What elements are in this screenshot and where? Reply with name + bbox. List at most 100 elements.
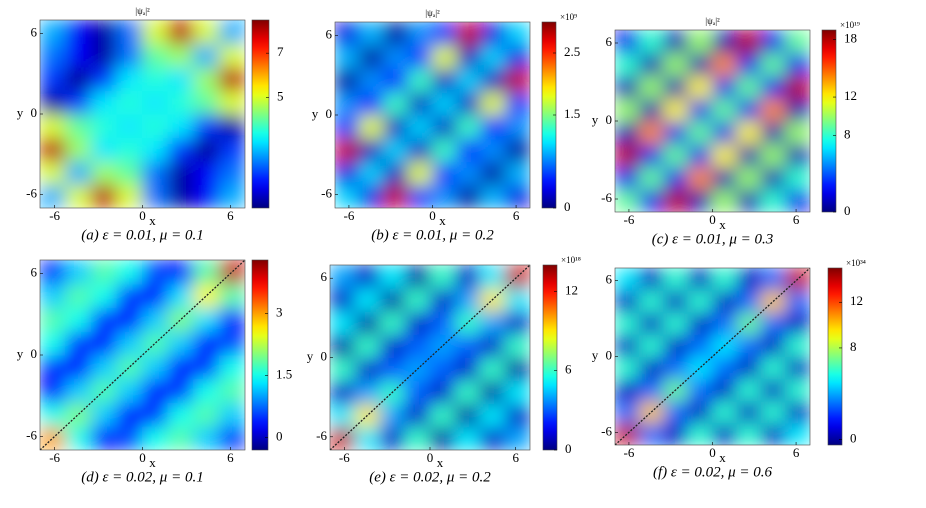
heatmap-cell	[760, 311, 787, 335]
heatmap-cell	[712, 378, 738, 402]
heatmap-cell	[358, 22, 385, 46]
heatmap-cell	[142, 66, 169, 91]
x-tick-label: 0	[709, 445, 716, 460]
heatmap-cell	[218, 425, 245, 450]
x-tick-label: 6	[227, 450, 234, 465]
caption: (d) ε = 0.02, μ = 0.1	[81, 469, 203, 485]
heatmap-cell	[479, 265, 506, 289]
heatmap-cell	[218, 354, 245, 380]
heatmap-cell	[429, 357, 456, 382]
heatmap-cell	[218, 20, 245, 44]
heatmap-cell	[335, 184, 360, 208]
heatmap-cell	[383, 184, 409, 208]
heatmap-cell	[615, 378, 640, 402]
heatmap-cell	[358, 44, 385, 69]
heatmap-cell	[760, 120, 787, 145]
heatmap-cell	[40, 160, 67, 185]
colorbar	[542, 264, 558, 451]
heatmap-cell	[379, 403, 406, 428]
colorbar-tick-label: 1.5	[276, 367, 292, 382]
y-tick-label: 0	[31, 105, 38, 120]
heatmap-cell	[330, 287, 356, 312]
heatmap-cell	[193, 66, 220, 91]
heatmap-cell	[712, 422, 738, 445]
y-axis-label: y	[592, 112, 599, 127]
heatmap-cell	[432, 68, 458, 93]
colorbar	[821, 29, 837, 213]
x-tick-label: 6	[513, 208, 520, 223]
heatmap-cell	[142, 137, 169, 162]
heatmap-cell	[663, 289, 689, 313]
heatmap-cell	[193, 184, 220, 208]
heatmap-cell	[335, 137, 360, 162]
heatmap-cell	[615, 188, 640, 212]
heatmap-cell	[432, 137, 458, 162]
x-tick-label: -6	[49, 208, 60, 223]
heatmap-cell	[65, 283, 92, 308]
heatmap-cell	[90, 137, 118, 162]
x-axis-label: x	[439, 213, 446, 228]
heatmap-cell	[479, 333, 506, 358]
y-tick-label: -6	[601, 423, 612, 438]
y-tick-label: 0	[326, 106, 333, 121]
heatmap-cell	[760, 188, 787, 212]
heatmap-cell	[785, 166, 810, 190]
colorbar-tick-label: 8	[844, 126, 851, 141]
heatmap-cell	[142, 260, 169, 285]
heatmap-cell	[65, 260, 92, 285]
heatmap-cell	[736, 52, 762, 76]
heatmap-cell	[40, 330, 67, 356]
heatmap-cell	[167, 20, 195, 44]
heatmap-cell	[736, 289, 762, 313]
heatmap-cell	[454, 357, 481, 382]
heatmap-cell	[760, 75, 787, 99]
heatmap-cell	[432, 114, 458, 139]
heatmap-cell	[218, 160, 245, 185]
heatmap-cell	[456, 68, 482, 93]
heatmap-cell	[663, 120, 689, 145]
heatmap-cell	[65, 330, 92, 356]
heatmap-cell	[638, 120, 665, 145]
heatmap-cell	[615, 400, 640, 424]
heatmap-cell	[663, 52, 689, 76]
heatmap-cell	[335, 161, 360, 186]
x-tick-label: -6	[624, 212, 635, 227]
heatmap-cells	[40, 20, 245, 208]
heatmap-cell	[785, 143, 810, 167]
heatmap-cell	[505, 44, 530, 69]
heatmap-cell	[383, 91, 409, 116]
heatmap-cell	[404, 426, 431, 450]
heatmap-cell	[663, 268, 689, 291]
colorbar-tick-label: 0	[276, 429, 283, 444]
heatmap-cell	[218, 113, 245, 138]
heatmap-cell	[687, 30, 713, 54]
heatmap-cell	[404, 287, 431, 312]
heatmap-cell	[116, 137, 143, 162]
heatmap-cell	[454, 265, 481, 289]
heatmap-cell	[116, 20, 143, 44]
heatmap-cell	[615, 30, 640, 54]
heatmap-cell	[90, 402, 118, 427]
x-tick-label: 6	[793, 212, 800, 227]
colorbar	[251, 259, 269, 451]
heatmap-cell	[167, 184, 195, 208]
heatmap-cell	[712, 30, 738, 54]
heatmap-cell	[736, 188, 762, 212]
heatmap-cell	[663, 422, 689, 445]
heatmap-cell	[142, 402, 169, 427]
heatmap-cell	[218, 378, 245, 403]
heatmap-cell	[193, 425, 220, 450]
heatmap-cell	[90, 283, 118, 308]
caption: (b) ε = 0.01, μ = 0.2	[371, 227, 494, 243]
heatmap-cell	[687, 311, 713, 335]
heatmap-cell	[40, 378, 67, 403]
heatmap-cell	[456, 22, 482, 46]
heatmap-cell	[116, 402, 143, 427]
heatmap-cell	[354, 287, 381, 312]
heatmap-cell	[687, 166, 713, 190]
heatmap-cell	[638, 268, 665, 291]
x-tick-label: -6	[339, 450, 350, 465]
heatmap-cell	[407, 22, 433, 46]
y-axis-label: y	[17, 105, 24, 120]
